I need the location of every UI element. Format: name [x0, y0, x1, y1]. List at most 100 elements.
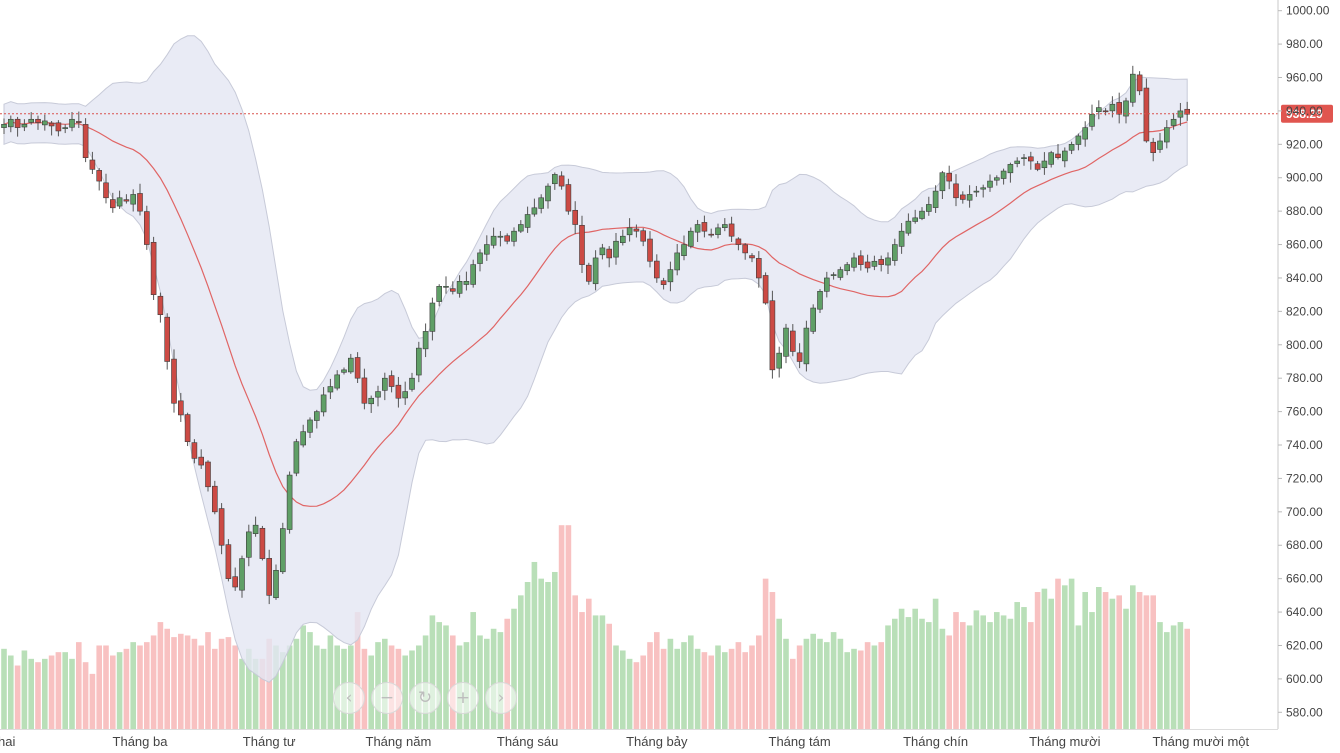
- candle: [1000, 168, 1007, 185]
- candle-body: [1102, 110, 1109, 113]
- volume-bar: [232, 645, 238, 729]
- volume-bar: [728, 648, 735, 729]
- candle: [266, 549, 273, 605]
- candle-body: [783, 327, 789, 357]
- volume-bar: [1130, 585, 1136, 729]
- volume-bar: [769, 592, 776, 729]
- candle-body: [1062, 150, 1068, 162]
- candle: [55, 120, 62, 137]
- candle: [1062, 147, 1068, 168]
- volume-bar: [545, 581, 551, 729]
- candle-body: [993, 177, 1000, 181]
- volume-bar: [48, 655, 55, 729]
- candle: [531, 198, 538, 217]
- volume-bar: [660, 648, 667, 729]
- volume-bar: [681, 642, 687, 729]
- candle: [660, 277, 667, 290]
- candle: [674, 244, 681, 276]
- candle-body: [178, 400, 184, 416]
- candle-body: [511, 230, 517, 242]
- candle-body: [191, 442, 198, 459]
- time-axis-label: Tháng mười một: [1152, 734, 1249, 749]
- candle: [246, 524, 252, 567]
- candle-body: [939, 172, 946, 192]
- price-tick-label: 880.00: [1286, 204, 1323, 218]
- volume-bar: [783, 638, 789, 729]
- volume-bar: [1143, 595, 1150, 729]
- candle: [721, 218, 728, 232]
- candle: [687, 227, 694, 249]
- volume-bar: [164, 628, 170, 729]
- scroll-left-icon[interactable]: ‹: [333, 682, 365, 714]
- candle: [381, 372, 388, 401]
- candle: [953, 174, 959, 207]
- volume-bar: [14, 665, 21, 729]
- candle-body: [912, 217, 919, 222]
- candle-body: [871, 260, 878, 267]
- candle-body: [517, 224, 524, 232]
- candle-body: [755, 258, 762, 279]
- candle-body: [347, 357, 354, 373]
- chart-navigator: ‹ − ↻ + ›: [333, 679, 533, 717]
- scroll-right-icon[interactable]: ›: [485, 682, 517, 714]
- reset-icon[interactable]: ↻: [409, 682, 441, 714]
- volume-bar: [1123, 608, 1129, 729]
- volume-bar: [776, 618, 782, 729]
- candle-body: [327, 386, 334, 393]
- candle: [21, 119, 28, 132]
- candle: [708, 228, 715, 238]
- candle: [1184, 101, 1190, 121]
- candle: [864, 254, 871, 273]
- candle: [796, 343, 803, 369]
- candle-body: [1096, 107, 1102, 112]
- zoom-in-icon[interactable]: +: [447, 682, 479, 714]
- candle-body: [456, 281, 463, 294]
- candle-body: [932, 190, 939, 208]
- volume-bar: [137, 645, 143, 729]
- candle: [925, 196, 932, 216]
- volume-bar: [633, 662, 640, 729]
- candle-body: [742, 244, 749, 254]
- volume-bar: [1170, 625, 1177, 729]
- candle: [470, 259, 477, 288]
- volume-bar: [1034, 592, 1041, 729]
- volume-bar: [1157, 622, 1163, 729]
- candle: [1014, 157, 1021, 168]
- candle-body: [1170, 118, 1177, 126]
- volume-bar: [586, 598, 592, 729]
- candle: [647, 231, 653, 268]
- volume-bar: [184, 635, 191, 729]
- volume-bar: [21, 650, 28, 729]
- volume-bar: [266, 638, 272, 729]
- volume-bar: [1109, 598, 1116, 729]
- candle: [395, 376, 402, 408]
- candle-body: [273, 570, 279, 599]
- candle-body: [279, 528, 286, 573]
- candle-body: [130, 194, 136, 205]
- volume-bar: [524, 581, 531, 729]
- candle-body: [259, 527, 266, 559]
- candle: [980, 184, 987, 198]
- price-tick-label: 740.00: [1286, 438, 1323, 452]
- bollinger-band-area: [3, 35, 1188, 683]
- candle: [313, 409, 320, 429]
- candle: [851, 252, 857, 272]
- candle-body: [626, 227, 633, 236]
- price-tick-label: 780.00: [1286, 371, 1323, 385]
- candle: [103, 173, 109, 204]
- candle-body: [116, 197, 123, 207]
- time-axis: hai Tháng ba Tháng tư Tháng năm Tháng sáu Thá…: [0, 734, 1250, 749]
- candle: [422, 323, 429, 358]
- volume-bar: [579, 612, 585, 729]
- candle: [905, 213, 912, 236]
- candle-body: [973, 190, 980, 193]
- volume-bar: [252, 658, 259, 729]
- volume-bar: [926, 622, 932, 729]
- zoom-out-icon[interactable]: −: [371, 682, 403, 714]
- candle-body: [157, 295, 164, 316]
- volume-bar: [898, 608, 905, 729]
- time-axis-label: Tháng sáu: [497, 734, 558, 749]
- candle-body: [96, 170, 102, 182]
- volume-bar: [606, 623, 612, 729]
